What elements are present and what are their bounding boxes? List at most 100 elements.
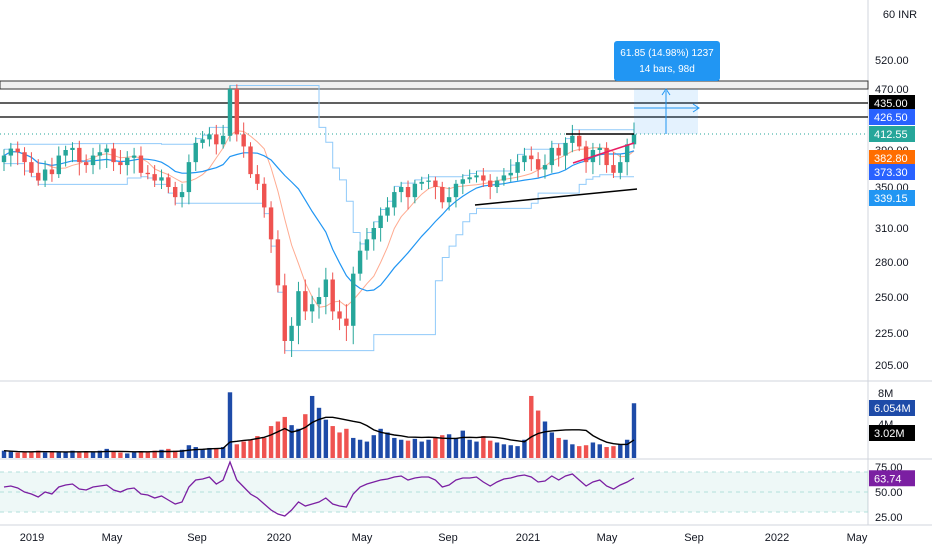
volume-bar xyxy=(556,437,561,458)
volume-bar xyxy=(166,448,171,458)
volume-bar xyxy=(207,447,212,458)
time-tick-label: 2019 xyxy=(20,532,44,544)
volume-bar xyxy=(515,446,520,458)
price-tick-label: 520.00 xyxy=(875,55,909,67)
volume-bar xyxy=(268,426,274,458)
candle-body xyxy=(529,155,534,160)
candle-body xyxy=(474,175,479,178)
upper-trendline xyxy=(572,142,635,164)
candle-body xyxy=(303,291,308,312)
volume-bar xyxy=(152,450,157,458)
volume-bar xyxy=(563,439,568,458)
candle-body xyxy=(508,172,513,176)
candle-body xyxy=(22,152,27,163)
volume-bar xyxy=(522,439,527,458)
price-badge xyxy=(869,150,915,166)
volume-bar xyxy=(371,435,376,458)
time-tick-label: 2022 xyxy=(765,532,789,544)
price-badge-label: 339.15 xyxy=(874,193,908,205)
candle-body xyxy=(1,155,7,163)
candle-body xyxy=(460,179,466,184)
candle-body xyxy=(351,273,356,326)
candle-body xyxy=(563,142,568,156)
volume-bar xyxy=(22,452,27,458)
candle-body xyxy=(344,318,349,326)
price-tick-label: 205.00 xyxy=(875,360,909,372)
volume-bar xyxy=(351,437,356,458)
moving-average-slow xyxy=(3,150,635,292)
candle-body xyxy=(248,146,253,175)
candle-body xyxy=(29,162,34,173)
volume-bar xyxy=(570,444,575,458)
volume-bar xyxy=(337,432,342,458)
time-tick-label: 2020 xyxy=(267,532,291,544)
candle-body xyxy=(357,250,363,274)
price-tick-label: 310.00 xyxy=(875,223,909,235)
volume-bar xyxy=(549,432,555,458)
volume-bar xyxy=(49,451,55,458)
price-badge xyxy=(869,126,915,142)
price-badge-label: 373.30 xyxy=(874,167,908,179)
volume-bar xyxy=(70,450,75,458)
candle-body xyxy=(364,239,370,251)
volume-bar xyxy=(200,448,205,458)
support-trendline xyxy=(474,188,638,206)
candle-body xyxy=(481,175,486,181)
volume-bar xyxy=(303,414,308,458)
volume-bar xyxy=(179,449,185,458)
volume-bar xyxy=(159,449,164,458)
volume-bar xyxy=(125,453,130,458)
rsi-tick-label: 50.00 xyxy=(875,487,903,499)
candle-body xyxy=(378,215,383,228)
volume-bar xyxy=(529,395,534,458)
candle-body xyxy=(193,142,198,163)
candle-body xyxy=(70,147,75,150)
resistance-zone xyxy=(0,80,869,90)
candle-body xyxy=(535,159,541,170)
candle-body xyxy=(214,134,219,145)
volume-bar xyxy=(487,440,493,458)
volume-bar xyxy=(77,452,82,458)
candle-body xyxy=(207,134,212,140)
candle-body xyxy=(227,89,233,136)
candle-body xyxy=(166,177,171,187)
time-tick-label: May xyxy=(847,532,868,544)
rsi-badge xyxy=(869,470,915,487)
measure-tooltip-line1: 61.85 (14.98%) 1237 xyxy=(620,48,714,59)
candle-body xyxy=(446,197,452,203)
volume-bar xyxy=(97,450,103,458)
time-tick-label: May xyxy=(597,532,618,544)
candle-body xyxy=(8,148,14,156)
measure-arrowhead xyxy=(692,103,700,113)
candle-body xyxy=(549,147,555,166)
volume-bar xyxy=(385,432,390,458)
volume-bar xyxy=(275,421,281,458)
volume-bar xyxy=(611,446,616,458)
candle-body xyxy=(604,147,609,166)
candle-body xyxy=(597,147,602,150)
price-badge xyxy=(869,190,915,206)
candle-body xyxy=(398,187,404,193)
volume-bar xyxy=(419,441,424,458)
volume-bar xyxy=(577,446,582,458)
volume-bar xyxy=(186,445,192,458)
moving-average-fast xyxy=(3,130,635,308)
candle-body xyxy=(611,165,616,173)
candle-body xyxy=(440,187,445,203)
volume-ma-line xyxy=(3,416,635,453)
volume-bar xyxy=(118,452,123,458)
volume-bar xyxy=(344,428,349,458)
volume-bar xyxy=(494,442,500,458)
candle-body xyxy=(77,147,82,163)
volume-bar xyxy=(29,451,34,458)
candle-body xyxy=(275,239,281,286)
candle-body xyxy=(330,279,335,312)
volume-bar xyxy=(453,437,459,458)
volume-bar xyxy=(56,452,61,458)
candle-body xyxy=(172,187,178,198)
volume-bar xyxy=(289,425,294,458)
candle-body xyxy=(618,162,623,173)
volume-bar xyxy=(220,447,226,458)
volume-bar xyxy=(1,450,7,458)
candle-body xyxy=(385,207,390,216)
